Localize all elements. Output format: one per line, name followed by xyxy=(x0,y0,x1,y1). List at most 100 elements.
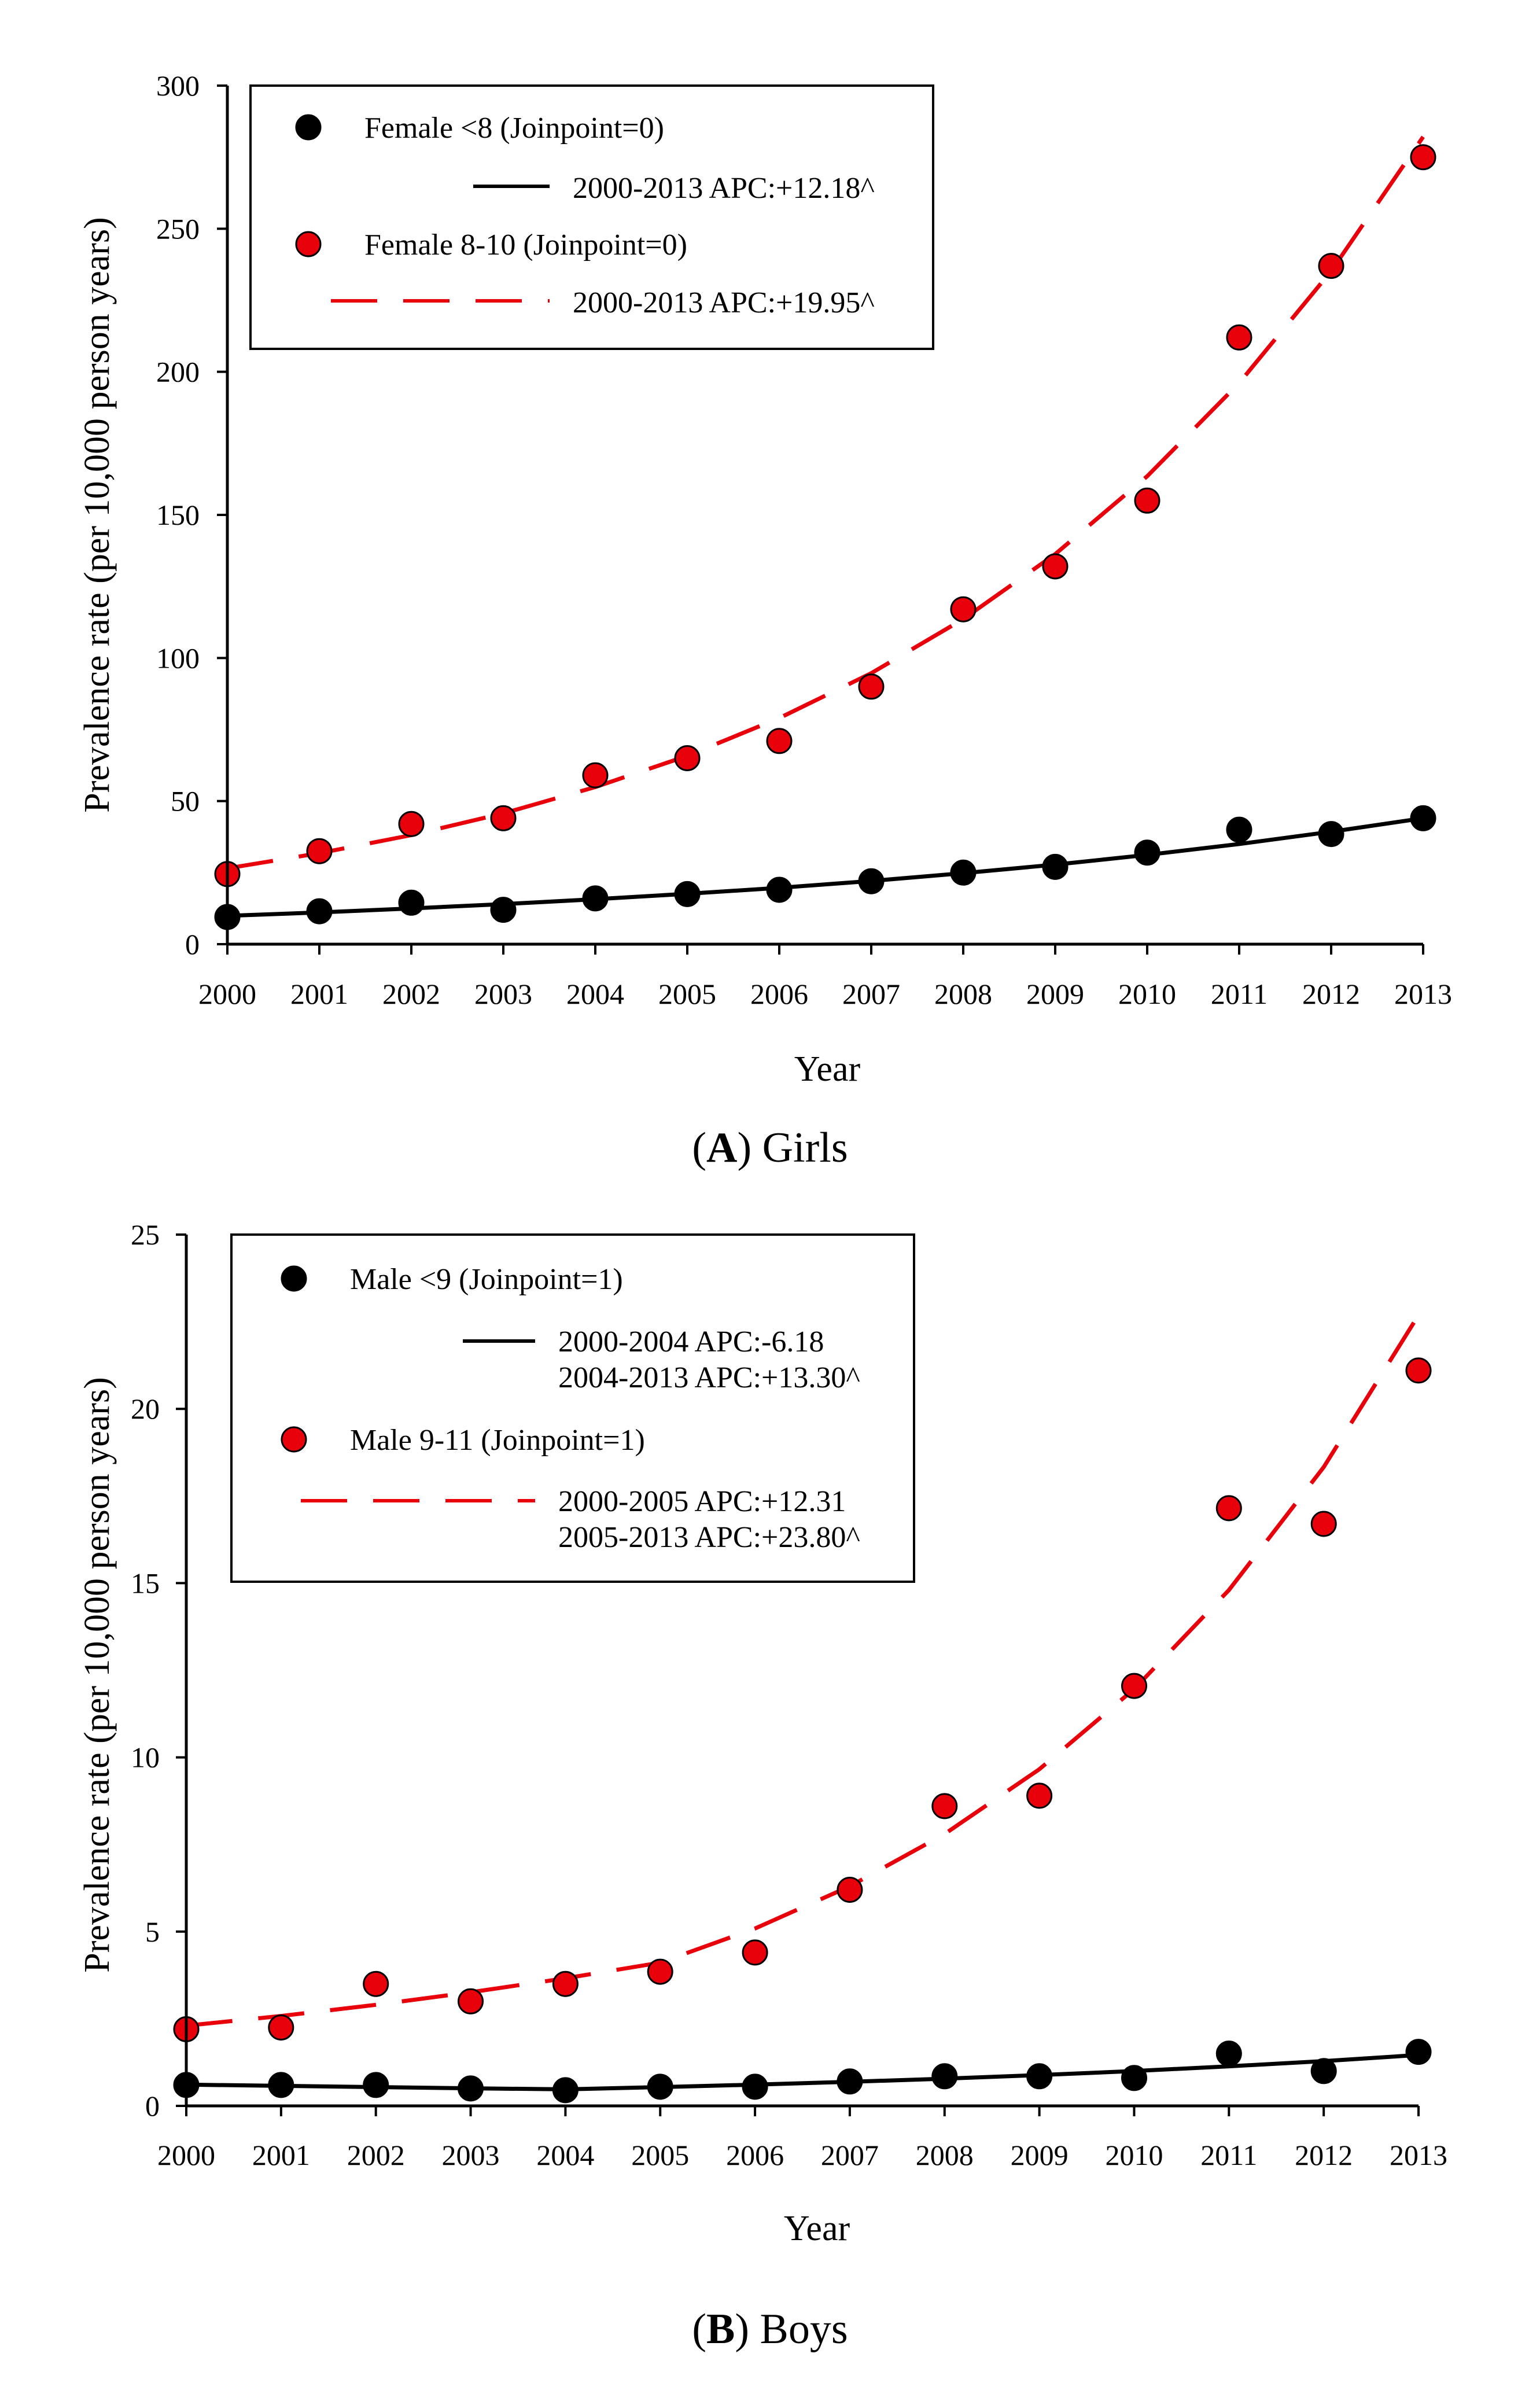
panel-b-series-1-point xyxy=(1026,2063,1053,2090)
panel-a-x-tick-label: 2001 xyxy=(290,978,348,1010)
panel-b-legend-trend-male-lt9-2: 2004-2013 APC:+13.30^ xyxy=(558,1361,860,1394)
panel-b-legend-trend-male-lt9-1: 2000-2004 APC:-6.18 xyxy=(558,1325,824,1358)
panel-a-legend-marker-female-8-10 xyxy=(295,231,322,257)
panel-b-x-tick-label: 2011 xyxy=(1200,2139,1257,2171)
panel-b-trend-lines xyxy=(186,1314,1420,2091)
panel-b-caption: (B) Boys xyxy=(692,2305,848,2353)
panel-b-axis-ticks: 2000 2001 2002 2003 2004 2005 2006 2007 2008 2009… xyxy=(131,1218,1447,2171)
panel-b-series-1-point xyxy=(742,2073,768,2100)
panel-a-series-2-point xyxy=(490,805,517,831)
panel-b-series-2-point xyxy=(1121,1673,1147,1699)
panel-a-series-1-point xyxy=(950,859,977,886)
panel-a-x-tick-label: 2010 xyxy=(1118,978,1176,1010)
panel-a-legend-label-female-8-10: Female 8-10 (Joinpoint=0) xyxy=(364,229,687,261)
panel-a-series-2-point xyxy=(950,596,977,623)
panel-b-series-1-point xyxy=(647,2073,673,2100)
panel-a-x-tick-label: 2009 xyxy=(1026,978,1084,1010)
panel-a-series-1-point xyxy=(1410,805,1436,831)
panel-b-x-tick-label: 2010 xyxy=(1105,2139,1163,2171)
panel-b-series-2-point xyxy=(363,1971,389,1997)
panel-a-y-tick-label: 50 xyxy=(171,785,200,817)
panel-a-legend-box xyxy=(249,84,934,350)
panel-a-x-axis-label: Year xyxy=(794,1049,861,1089)
panel-a-series-2-point xyxy=(674,745,701,771)
panel-a-caption-letter: A xyxy=(706,1124,737,1172)
panel-a-legend-marker-female-lt8 xyxy=(295,114,322,141)
panel-a-caption: (A) Girls xyxy=(692,1124,848,1172)
panel-a-series-2-point xyxy=(1226,324,1252,351)
panel-a-series-1-point xyxy=(1042,853,1069,880)
panel-b-x-tick-label: 2002 xyxy=(347,2139,405,2171)
panel-a-axis-ticks: 2000 2001 2002 2003 2004 2005 2006 2007 2008 2009… xyxy=(156,69,1452,1010)
panel-a-legend: Female <8 (Joinpoint=0) 2000-2013 APC:+1… xyxy=(249,84,934,350)
panel-b-caption-letter: B xyxy=(706,2305,735,2353)
panel-b-x-tick-label: 2013 xyxy=(1390,2139,1447,2171)
panel-b-x-tick-label: 2005 xyxy=(631,2139,689,2171)
panel-b-legend-box xyxy=(230,1233,915,1583)
panel-a-series-2-point xyxy=(766,728,793,754)
panel-a-series-1-point xyxy=(674,881,701,907)
panel-a-x-tick-label: 2003 xyxy=(474,978,532,1010)
panel-a-x-tick-label: 2008 xyxy=(934,978,992,1010)
panel-b-legend-marker-male-9-11 xyxy=(281,1426,307,1453)
panel-b-series-1-point xyxy=(1310,2058,1337,2084)
panel-b-series-1-point xyxy=(1405,2039,1432,2065)
panel-b-y-tick-label: 20 xyxy=(131,1393,160,1425)
panel-b-caption-open: ( xyxy=(692,2305,706,2353)
panel-a-trend-lines xyxy=(227,135,1425,918)
panel-b-series-2-point xyxy=(742,1939,768,1966)
panel-a-series-1-point xyxy=(1134,839,1160,866)
panel-b-series-1-point xyxy=(363,2072,389,2098)
panel-a-legend-label-female-lt8: Female <8 (Joinpoint=0) xyxy=(364,112,664,145)
panel-b-series-2-point xyxy=(1215,1495,1242,1522)
panel-b-series-2-point xyxy=(458,1988,484,2014)
panel-a-series-1-point xyxy=(582,885,609,912)
panel-a-series-2-point xyxy=(858,673,885,700)
panel-a-x-tick-label: 2013 xyxy=(1394,978,1452,1010)
panel-a-x-tick-label: 2007 xyxy=(842,978,900,1010)
panel-b-series-2-point xyxy=(1310,1511,1337,1537)
panel-b-series-1-point xyxy=(837,2068,863,2095)
panel-b-x-axis-label: Year xyxy=(784,2209,850,2248)
panel-b-legend-trend-male-9-11-1: 2000-2005 APC:+12.31 xyxy=(558,1485,846,1518)
panel-a-series-1-point xyxy=(306,898,333,925)
panel-a-trend-line-2 xyxy=(227,135,1425,871)
panel-a-series-1-point xyxy=(1318,821,1344,848)
panel-a-x-tick-label: 2005 xyxy=(658,978,716,1010)
panel-a-series-2-point xyxy=(1318,253,1344,279)
panel-a-caption-open: ( xyxy=(692,1124,706,1172)
panel-b-legend-label-male-lt9: Male <9 (Joinpoint=1) xyxy=(350,1263,623,1296)
panel-b-x-tick-label: 2007 xyxy=(821,2139,879,2171)
panel-b-trend-line-1 xyxy=(186,2053,1419,2091)
panel-b-series-2-point xyxy=(837,1877,863,1903)
panel-b-x-tick-label: 2012 xyxy=(1295,2139,1353,2171)
panel-b-series-2-point xyxy=(1405,1357,1432,1384)
panel-a-series-2-point xyxy=(1134,487,1160,514)
panel-a-x-tick-label: 2011 xyxy=(1211,978,1268,1010)
panel-a-y-tick-label: 300 xyxy=(156,69,200,102)
panel-a-x-tick-label: 2004 xyxy=(566,978,624,1010)
panel-b-x-tick-label: 2001 xyxy=(252,2139,310,2171)
panel-b-legend-marker-male-lt9 xyxy=(281,1265,307,1292)
panel-a-legend-trend-female-8-10: 2000-2013 APC:+19.95^ xyxy=(573,286,875,319)
panel-a-series-2-point xyxy=(1410,144,1436,171)
panel-a-y-tick-label: 250 xyxy=(156,212,200,245)
panel-b-y-tick-label: 15 xyxy=(131,1567,160,1599)
panel-b-y-tick-label: 10 xyxy=(131,1741,160,1774)
panel-a-series-1-point xyxy=(766,876,793,903)
panel-a-y-tick-label: 100 xyxy=(156,642,200,674)
panel-b-x-tick-label: 2004 xyxy=(536,2139,594,2171)
panel-b-x-tick-label: 2000 xyxy=(157,2139,215,2171)
panel-a-axes xyxy=(226,86,1423,946)
panel-b-legend: Male <9 (Joinpoint=1) 2000-2004 APC:-6.1… xyxy=(230,1233,915,1583)
panel-b-data-points xyxy=(173,1357,1432,2104)
panel-b-series-2-point xyxy=(552,1971,579,1997)
panel-b-series-2-point xyxy=(268,2014,294,2041)
panel-b-y-tick-label: 5 xyxy=(145,1916,160,1948)
panel-a-chart: 2000 2001 2002 2003 2004 2005 2006 2007 2008 2009… xyxy=(78,69,1452,1089)
panel-a-y-tick-label: 200 xyxy=(156,356,200,388)
panel-a-series-1-point xyxy=(1226,816,1252,843)
